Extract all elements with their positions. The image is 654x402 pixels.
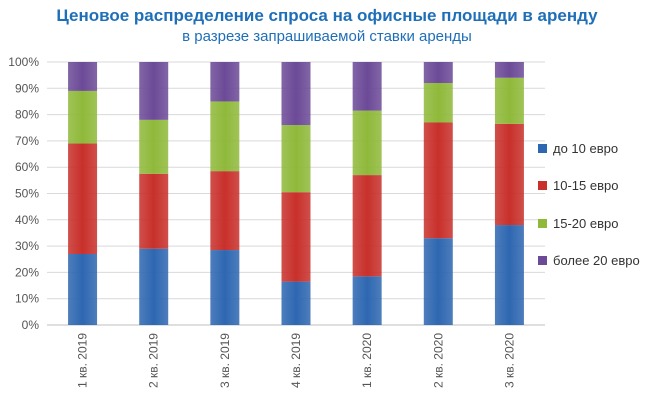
chart-subtitle: в разрезе запрашиваемой ставки аренды <box>182 28 472 45</box>
y-tick-label: 70% <box>15 134 39 148</box>
legend-label-3: более 20 евро <box>553 253 640 268</box>
bar-segment <box>68 90 98 144</box>
x-tick-label: 2 кв. 2020 <box>431 333 445 388</box>
bar-segment <box>352 175 382 277</box>
legend-swatch-2 <box>538 218 547 228</box>
bar-segment <box>281 125 311 193</box>
x-tick-label: 1 кв. 2019 <box>76 333 90 388</box>
bar-segment <box>68 253 98 325</box>
x-tick-label: 3 кв. 2020 <box>502 333 516 388</box>
legend-item-3: более 20 евро <box>538 251 640 271</box>
bar-segment <box>210 171 240 251</box>
bar-segment <box>139 62 169 120</box>
y-tick-label: 90% <box>15 81 39 95</box>
y-tick-label: 60% <box>15 160 39 174</box>
bar-segment <box>68 143 98 254</box>
bar-segment <box>494 62 524 78</box>
chart-title: Ценовое распределение спроса на офисные … <box>56 6 598 25</box>
y-tick-label: 40% <box>15 213 39 227</box>
bar-segment <box>210 250 240 325</box>
bar-segment <box>423 238 453 325</box>
legend-label-0: до 10 евро <box>553 140 619 156</box>
bar-segment <box>352 110 382 176</box>
bar-segment <box>352 276 382 325</box>
legend-label-1: 10-15 евро <box>553 178 619 193</box>
bar-segment <box>281 192 311 282</box>
legend-item-2: 15-20 евро <box>538 213 640 233</box>
bar-segment <box>68 62 98 91</box>
bar-segment <box>352 62 382 111</box>
legend-swatch-1 <box>538 181 547 190</box>
y-tick-label: 10% <box>15 292 39 306</box>
bar-segment <box>139 173 169 249</box>
y-tick-label: 100% <box>8 55 39 69</box>
bar-segment <box>423 62 453 84</box>
y-tick-label: 80% <box>15 108 39 122</box>
legend-item-0: до 10 евро <box>538 138 640 158</box>
bar-segment <box>139 248 169 325</box>
bar-segment <box>423 122 453 239</box>
y-tick-label: 30% <box>15 239 39 253</box>
y-tick-label: 0% <box>22 318 40 332</box>
y-tick-label: 50% <box>15 187 39 201</box>
bar-segment <box>210 101 240 172</box>
legend-swatch-3 <box>538 256 547 265</box>
bar-segment <box>210 62 240 102</box>
x-tick-label: 2 кв. 2019 <box>147 333 161 388</box>
x-tick-label: 1 кв. 2020 <box>360 333 374 388</box>
legend-label-2: 15-20 евро <box>553 215 619 231</box>
bar-segment <box>281 62 311 126</box>
x-tick-label: 4 кв. 2019 <box>289 333 303 388</box>
y-tick-label: 20% <box>15 265 39 279</box>
bar-segment <box>281 281 311 325</box>
legend-item-1: 10-15 евро <box>538 176 640 196</box>
bar-segment <box>494 77 524 124</box>
legend-swatch-0 <box>538 143 547 153</box>
chart-legend: до 10 евро 10-15 евро 15-20 евро более 2… <box>538 138 640 288</box>
bar-segment <box>494 123 524 226</box>
x-tick-label: 3 кв. 2019 <box>218 333 232 388</box>
bar-segment <box>494 225 524 325</box>
bar-segment <box>423 83 453 123</box>
bar-segment <box>139 119 169 174</box>
